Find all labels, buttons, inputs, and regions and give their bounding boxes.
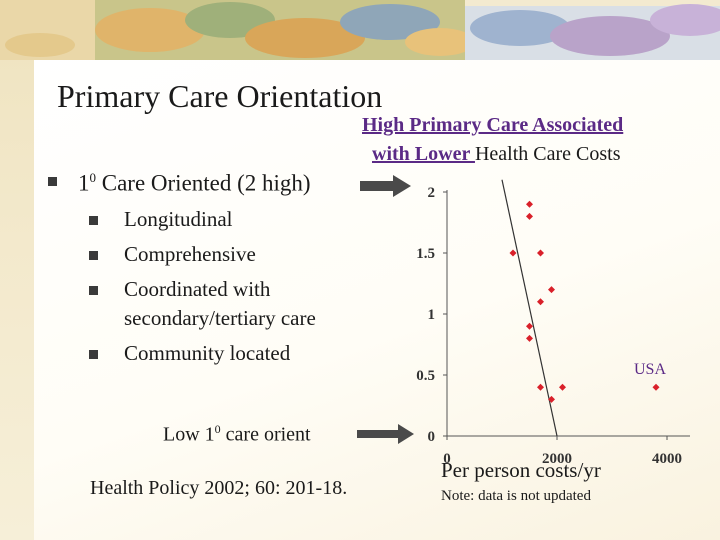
data-point: [548, 395, 555, 403]
usa-point-label: USA: [634, 361, 667, 378]
y-tick-label: 0: [428, 429, 436, 445]
slide-title: Primary Care Orientation: [57, 78, 383, 114]
sub-bullet-square-icon: [89, 350, 98, 359]
slide-content-area: [34, 60, 720, 540]
data-point-usa: [652, 383, 660, 391]
y-tick-label: 2: [428, 185, 436, 201]
x-axis-caption: Per person costs/yr: [441, 458, 601, 482]
data-point: [526, 334, 533, 342]
data-point: [537, 383, 544, 391]
sub-bullet-longitudinal: Longitudinal: [124, 207, 233, 231]
low-care-label: Low 10 care orient: [163, 422, 311, 446]
high-care-arrow-icon: [360, 175, 411, 197]
sub-bullet-coordinated: Coordinated with: [124, 277, 271, 301]
sub-bullet-square-icon: [89, 286, 98, 295]
low-care-arrow-icon: [357, 424, 414, 444]
main-bullet: 10 Care Oriented (2 high): [78, 170, 311, 196]
headline-underlined-part: with Lower: [372, 143, 475, 165]
x-tick-label: 2000: [542, 451, 572, 467]
y-tick-label: 1.5: [416, 246, 435, 262]
x-tick-label: 4000: [652, 451, 682, 467]
x-tick-label: 0: [443, 451, 451, 467]
data-point: [537, 249, 544, 257]
chart-headline-line1: High Primary Care Associated: [362, 114, 624, 136]
data-note: Note: data is not updated: [441, 488, 591, 504]
data-point: [509, 249, 517, 257]
chart-headline-line2: with Lower Health Care Costs: [372, 143, 621, 166]
sub-bullet-comprehensive: Comprehensive: [124, 242, 256, 266]
data-point: [537, 298, 544, 306]
y-tick-label: 0.5: [416, 368, 435, 384]
left-decor-bar: [0, 0, 34, 540]
trend-line: [501, 179, 558, 437]
headline-rest: Health Care Costs: [474, 143, 621, 165]
sub-bullet-community: Community located: [124, 341, 291, 365]
data-point: [526, 212, 533, 220]
autumn-leaves-banner: [0, 0, 720, 60]
data-point: [526, 322, 533, 330]
citation: Health Policy 2002; 60: 201-18.: [90, 477, 348, 499]
y-tick-label: 1: [428, 307, 436, 323]
data-point: [559, 383, 566, 391]
bullet-square-icon: [48, 177, 57, 186]
data-point: [526, 200, 533, 208]
data-point: [548, 286, 555, 294]
sub-bullet-square-icon: [89, 251, 98, 260]
sub-bullet-coordinated-cont: secondary/tertiary care: [124, 306, 316, 330]
sub-bullet-square-icon: [89, 216, 98, 225]
